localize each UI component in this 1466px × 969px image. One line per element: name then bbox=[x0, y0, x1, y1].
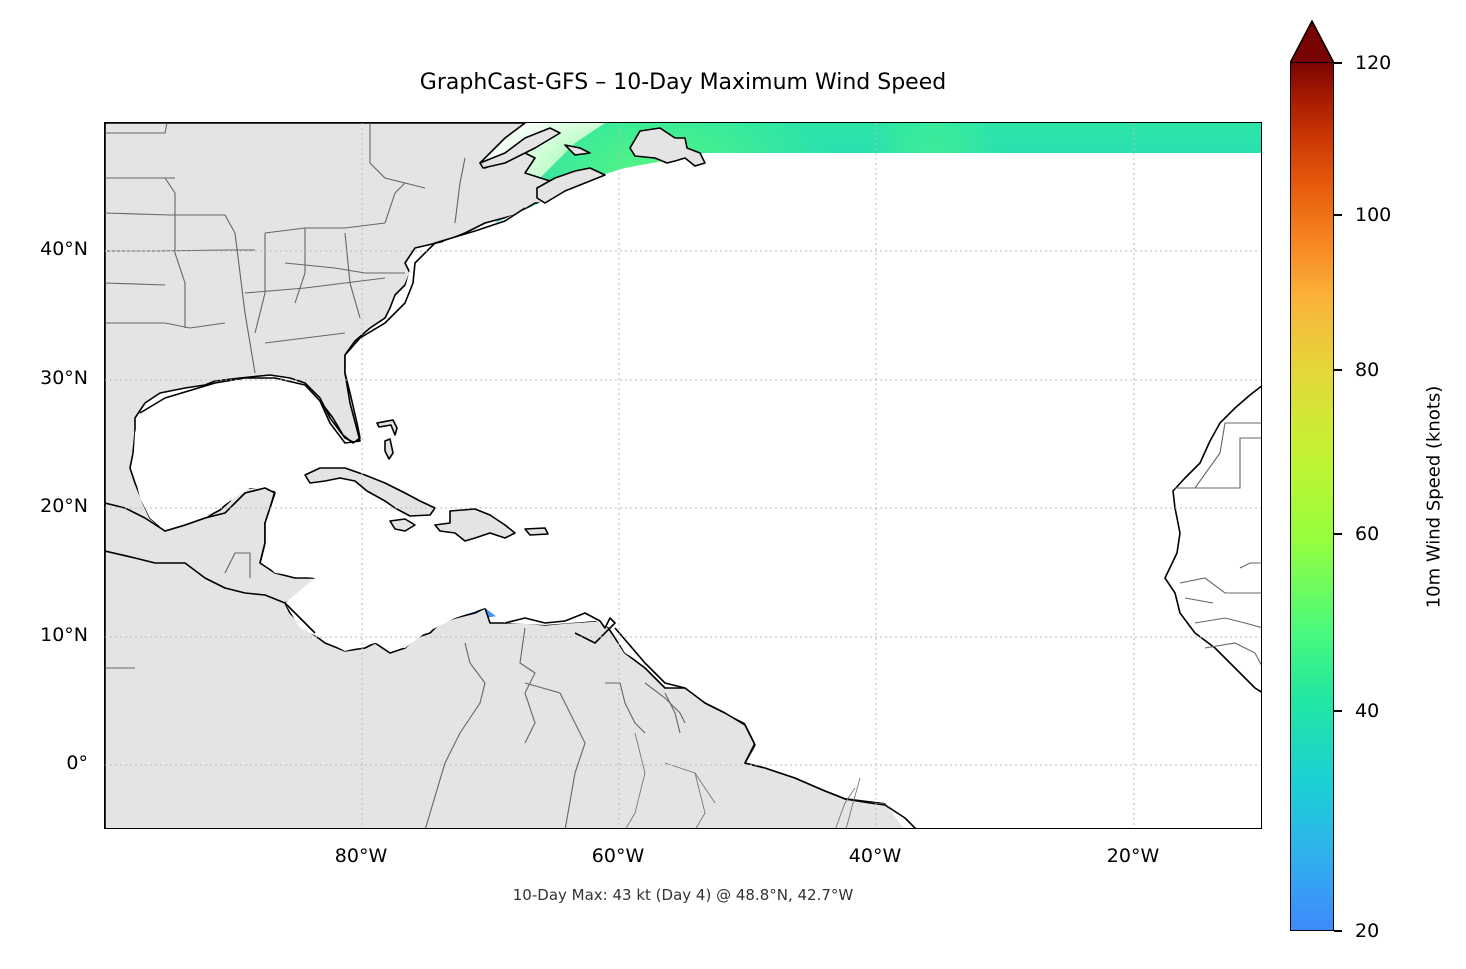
colorbar-label-80: 80 bbox=[1355, 359, 1380, 381]
colorbar-tick bbox=[1334, 930, 1342, 932]
colorbar-label-120: 120 bbox=[1355, 52, 1392, 74]
max-wind-annotation: 10-Day Max: 43 kt (Day 4) @ 48.8°N, 42.7… bbox=[512, 886, 854, 904]
coastlines bbox=[105, 127, 1261, 828]
y-tick-20n: 20°N bbox=[40, 495, 88, 517]
gridlines bbox=[105, 123, 1261, 828]
y-tick-40n: 40°N bbox=[40, 238, 88, 260]
colorbar-tick bbox=[1334, 533, 1342, 535]
map-canvas bbox=[105, 123, 1261, 828]
y-tick-30n: 30°N bbox=[40, 367, 88, 389]
colorbar-label-40: 40 bbox=[1355, 700, 1380, 722]
land bbox=[105, 123, 1261, 828]
colorbar-title: 10m Wind Speed (knots) bbox=[1423, 385, 1445, 609]
y-tick-0: 0° bbox=[66, 752, 88, 774]
x-tick-20w: 20°W bbox=[1106, 845, 1160, 867]
colorbar-tick bbox=[1334, 214, 1342, 216]
map-panel[interactable] bbox=[104, 122, 1262, 829]
x-tick-60w: 60°W bbox=[591, 845, 645, 867]
x-tick-40w: 40°W bbox=[848, 845, 902, 867]
colorbar-extend-arrow bbox=[1290, 20, 1334, 64]
colorbar-label-60: 60 bbox=[1355, 523, 1380, 545]
colorbar-tick bbox=[1334, 62, 1342, 64]
borders bbox=[105, 123, 1261, 828]
colorbar bbox=[1290, 62, 1334, 931]
chart-title: GraphCast-GFS – 10-Day Maximum Wind Spee… bbox=[419, 70, 947, 95]
colorbar-label-100: 100 bbox=[1355, 204, 1392, 226]
x-tick-80w: 80°W bbox=[334, 845, 388, 867]
y-tick-10n: 10°N bbox=[40, 624, 88, 646]
colorbar-label-20: 20 bbox=[1355, 920, 1380, 942]
colorbar-tick bbox=[1334, 369, 1342, 371]
colorbar-tick bbox=[1334, 710, 1342, 712]
